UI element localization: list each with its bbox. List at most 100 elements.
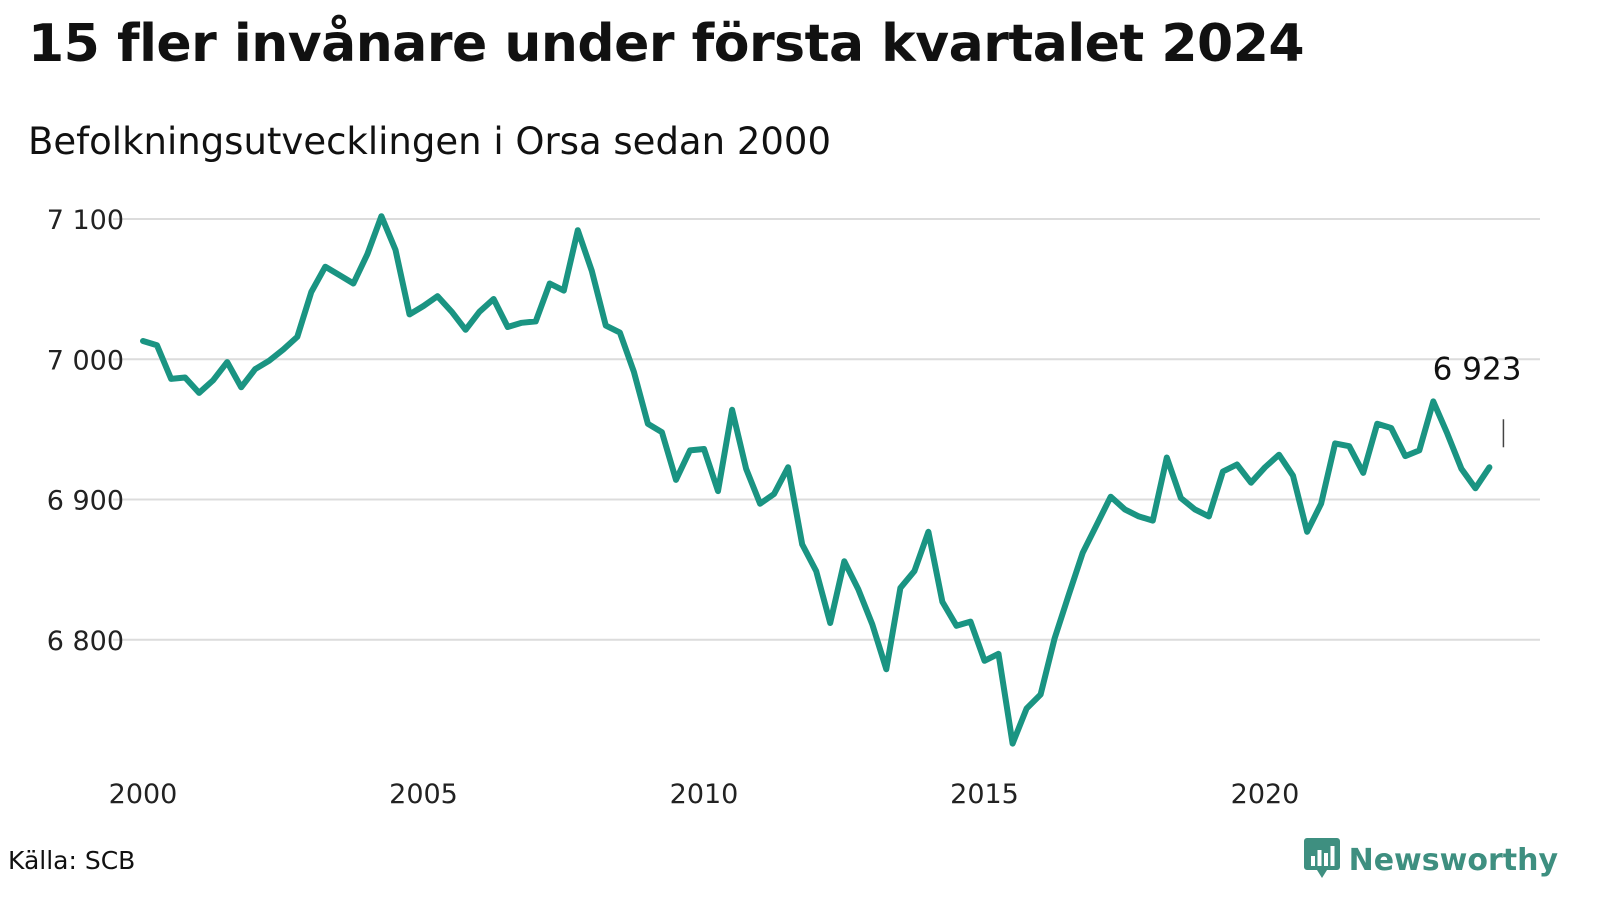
data-point — [729, 407, 735, 413]
data-point — [406, 311, 412, 317]
data-point — [631, 369, 637, 375]
data-point — [1402, 453, 1408, 459]
data-point — [1360, 470, 1366, 476]
y-tick-label: 7 100 — [47, 205, 124, 236]
data-point — [1192, 506, 1198, 512]
brand-logo[interactable]: Newsworthy — [1303, 836, 1558, 884]
data-point — [266, 358, 272, 364]
x-tick-label: 2010 — [670, 779, 739, 810]
data-point — [813, 568, 819, 574]
annotation-layer: 6 923 — [1433, 351, 1522, 448]
data-point — [953, 623, 959, 629]
data-point — [1332, 440, 1338, 446]
data-point — [1122, 506, 1128, 512]
data-point — [1472, 485, 1478, 491]
data-point — [449, 309, 455, 315]
data-point — [1094, 522, 1100, 528]
data-point — [1248, 480, 1254, 486]
data-point — [1136, 513, 1142, 519]
y-tick-label: 6 800 — [47, 626, 124, 657]
data-point — [477, 309, 483, 315]
data-point — [252, 366, 258, 372]
data-point — [140, 338, 146, 344]
data-point — [897, 585, 903, 591]
data-point — [1276, 452, 1282, 458]
data-point — [603, 323, 609, 329]
data-point — [1108, 494, 1114, 500]
data-point — [771, 491, 777, 497]
data-point — [1388, 425, 1394, 431]
chart-subtitle: Befolkningsutvecklingen i Orsa sedan 200… — [28, 120, 831, 163]
data-point — [1304, 529, 1310, 535]
data-point — [1178, 495, 1184, 501]
data-point — [1206, 513, 1212, 519]
data-point — [1346, 443, 1352, 449]
data-point — [308, 289, 314, 295]
data-point — [154, 342, 160, 348]
x-tick-label: 2000 — [109, 779, 178, 810]
data-point — [421, 303, 427, 309]
data-point — [350, 281, 356, 287]
data-point — [1066, 592, 1072, 598]
data-point — [1234, 461, 1240, 467]
y-tick-label: 7 000 — [47, 345, 124, 376]
data-point — [322, 264, 328, 270]
data-point — [238, 384, 244, 390]
series-line-0 — [140, 213, 1493, 747]
data-point — [1458, 466, 1464, 472]
data-point — [939, 599, 945, 605]
data-point — [1416, 447, 1422, 453]
data-point — [435, 293, 441, 299]
data-point — [855, 586, 861, 592]
data-point — [1052, 635, 1058, 641]
data-point — [701, 446, 707, 452]
data-point — [617, 330, 623, 336]
last-value-label: 6 923 — [1433, 351, 1522, 387]
y-tick-label: 6 900 — [47, 486, 124, 517]
chart-title: 15 fler invånare under första kvartalet … — [28, 14, 1305, 74]
data-point — [547, 281, 553, 287]
data-point — [659, 429, 665, 435]
data-point — [210, 377, 216, 383]
data-point — [280, 346, 286, 352]
newsworthy-logo-icon — [1303, 836, 1341, 884]
data-point — [925, 529, 931, 535]
data-point — [967, 619, 973, 625]
data-point — [1010, 741, 1016, 747]
data-point — [715, 488, 721, 494]
data-point — [463, 327, 469, 333]
data-point — [841, 558, 847, 564]
data-point — [1080, 550, 1086, 556]
series-layer — [140, 213, 1493, 747]
data-point — [392, 247, 398, 253]
data-point — [1290, 473, 1296, 479]
data-point — [182, 375, 188, 381]
x-tick-label: 2005 — [389, 779, 458, 810]
data-point — [1038, 691, 1044, 697]
data-point — [168, 376, 174, 382]
data-point — [336, 272, 342, 278]
data-point — [491, 296, 497, 302]
data-point — [1318, 501, 1324, 507]
data-point — [1150, 518, 1156, 524]
data-point — [505, 324, 511, 330]
data-point — [1262, 464, 1268, 470]
data-point — [743, 466, 749, 472]
data-point — [1374, 421, 1380, 427]
data-point — [364, 251, 370, 257]
data-point — [996, 651, 1002, 657]
data-point — [982, 658, 988, 664]
data-point — [575, 227, 581, 233]
data-point — [1444, 431, 1450, 437]
x-tick-label: 2015 — [950, 779, 1019, 810]
y-axis-ticks: 6 800 6 900 7 000 7 100 — [47, 205, 124, 657]
data-point — [1164, 454, 1170, 460]
data-point — [799, 541, 805, 547]
data-point — [911, 568, 917, 574]
brand-name: Newsworthy — [1348, 842, 1558, 878]
data-point — [224, 359, 230, 365]
data-point — [1430, 398, 1436, 404]
data-point — [378, 213, 384, 219]
data-point — [1486, 464, 1492, 470]
